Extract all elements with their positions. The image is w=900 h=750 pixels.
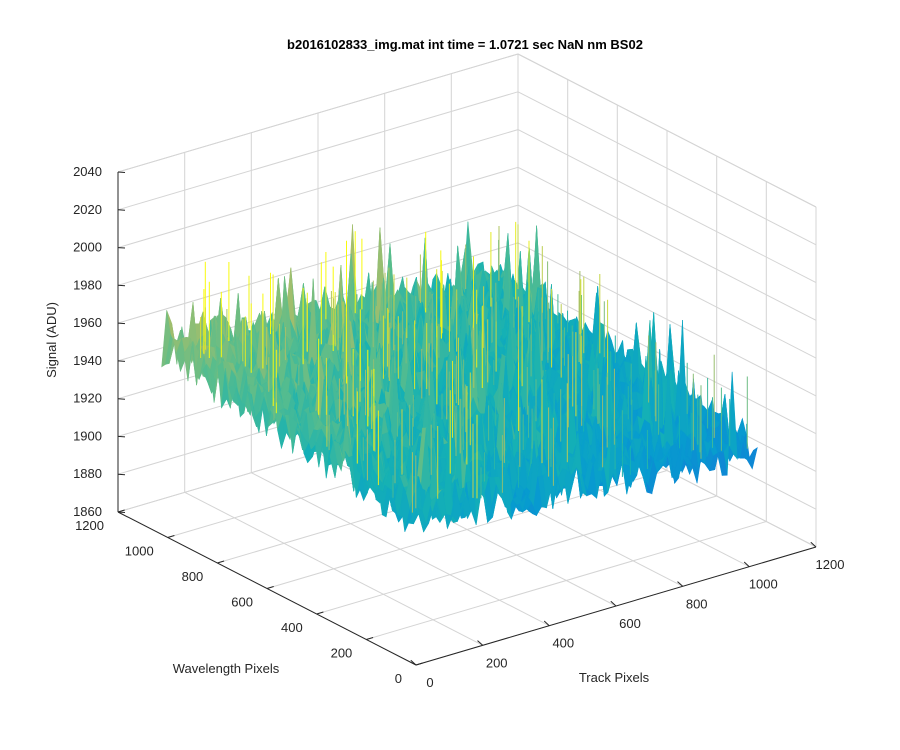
y-tick-label: 200 [331,646,353,661]
x-tick-label: 400 [552,636,574,651]
z-tick-label: 2040 [73,164,102,179]
z-tick-mark [117,284,126,287]
y-tick-mark [316,611,324,615]
z-tick-label: 1900 [73,428,102,443]
y-tick-label: 600 [231,595,253,610]
z-tick-mark [117,435,126,438]
grid-line-wall-z [517,280,817,435]
box-edge [117,53,519,173]
grid-line-floor-y [316,495,717,615]
z-tick-mark [117,171,126,173]
box-edge [517,53,817,208]
z-tick-label: 1960 [73,315,102,330]
z-tick-mark [117,209,126,211]
y-tick-mark [366,637,374,640]
grid-line-floor-y [266,470,668,589]
z-tick-mark [117,398,126,400]
y-tick-mark [217,560,225,564]
x-tick-label: 800 [686,596,708,611]
z-tick-label: 1860 [73,504,102,519]
z-tick-label: 1920 [73,391,102,406]
grid-line-floor-y [366,521,767,640]
y-tick-label: 1000 [125,544,154,559]
y-tick-mark [167,535,175,538]
z-tick-label: 2020 [73,202,102,217]
z-tick-label: 2000 [73,240,102,255]
grid-line-wall-z [517,242,817,397]
z-tick-mark [117,360,126,362]
surface-plot [161,221,758,533]
z-tick-mark [117,322,126,325]
y-tick-label: 800 [182,569,204,584]
z-tick-mark [117,511,126,513]
surface-cell [748,447,758,470]
grid-line-wall-z [517,204,817,359]
x-tick-label: 200 [486,655,508,670]
x-axis-label: Track Pixels [579,670,650,685]
y-tick-mark [266,586,274,589]
y-tick-label: 0 [395,671,402,686]
y-tick-mark [415,662,423,666]
x-tick-label: 600 [619,616,641,631]
grid-line-wall-z [117,204,519,324]
grid-line-wall-z [117,129,519,249]
grid-line-wall-z [117,91,519,211]
z-tick-label: 1980 [73,277,102,292]
grid-line-wall-z [517,91,817,246]
z-tick-mark [117,473,126,476]
chart-title: b2016102833_img.mat int time = 1.0721 se… [287,37,643,52]
y-axis-label: Wavelength Pixels [173,661,280,676]
grid-line-wall-z [117,166,519,286]
x-tick-label: 0 [426,675,433,690]
y-tick-label: 400 [281,620,303,635]
z-tick-label: 1880 [73,466,102,481]
grid-line-wall-z [517,129,817,284]
z-tick-label: 1940 [73,353,102,368]
x-tick-label: 1000 [749,577,778,592]
grid-line-wall-z [517,166,817,321]
x-tick-label: 1200 [816,557,845,572]
z-axis-label: Signal (ADU) [44,302,59,378]
y-tick-label: 1200 [75,518,104,533]
